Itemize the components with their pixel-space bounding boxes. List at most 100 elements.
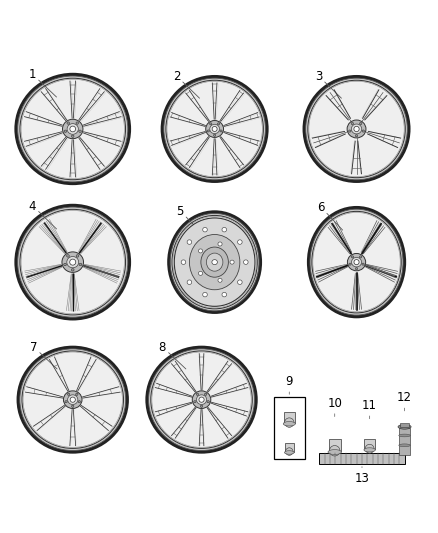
Text: 7: 7 (30, 341, 37, 354)
Ellipse shape (174, 218, 255, 306)
Ellipse shape (64, 130, 67, 132)
Ellipse shape (347, 120, 366, 138)
Ellipse shape (71, 269, 74, 271)
Ellipse shape (206, 120, 223, 138)
Ellipse shape (347, 254, 366, 271)
Bar (285, 443, 294, 451)
Ellipse shape (198, 271, 203, 276)
Ellipse shape (203, 228, 207, 232)
Ellipse shape (283, 422, 295, 426)
Ellipse shape (399, 434, 410, 437)
Ellipse shape (71, 405, 74, 407)
Ellipse shape (230, 260, 234, 264)
Bar (400, 423, 409, 427)
Ellipse shape (67, 395, 78, 405)
Ellipse shape (237, 240, 242, 244)
Ellipse shape (210, 124, 219, 134)
Ellipse shape (285, 418, 294, 427)
Ellipse shape (212, 260, 217, 265)
Ellipse shape (355, 135, 358, 137)
Ellipse shape (198, 249, 203, 253)
Text: 13: 13 (354, 472, 369, 484)
Bar (328, 439, 341, 451)
Ellipse shape (349, 130, 351, 132)
Ellipse shape (199, 397, 204, 402)
Ellipse shape (352, 257, 361, 267)
Ellipse shape (308, 207, 405, 317)
Ellipse shape (222, 228, 226, 232)
Text: 3: 3 (314, 70, 322, 83)
Ellipse shape (70, 126, 76, 132)
Bar (319, 453, 405, 464)
Ellipse shape (169, 212, 261, 312)
Ellipse shape (200, 405, 203, 407)
Ellipse shape (365, 445, 374, 453)
Text: 12: 12 (397, 391, 412, 404)
Ellipse shape (203, 292, 207, 297)
Ellipse shape (67, 124, 78, 134)
Ellipse shape (16, 75, 130, 183)
Text: 5: 5 (176, 205, 184, 218)
Ellipse shape (304, 77, 409, 181)
Ellipse shape (76, 255, 79, 257)
Ellipse shape (201, 247, 228, 277)
Ellipse shape (187, 280, 192, 285)
Ellipse shape (207, 130, 209, 132)
Ellipse shape (328, 450, 342, 455)
Ellipse shape (351, 123, 353, 125)
Ellipse shape (67, 255, 69, 257)
Text: 6: 6 (317, 201, 325, 214)
Ellipse shape (222, 292, 226, 297)
Ellipse shape (284, 451, 294, 454)
Text: 10: 10 (327, 397, 342, 410)
Text: 11: 11 (362, 399, 377, 412)
Ellipse shape (355, 268, 358, 270)
Ellipse shape (217, 123, 220, 125)
Ellipse shape (22, 351, 123, 448)
Ellipse shape (192, 391, 211, 408)
Ellipse shape (351, 256, 353, 258)
Ellipse shape (351, 124, 362, 134)
Ellipse shape (220, 130, 222, 132)
Ellipse shape (399, 444, 410, 447)
Ellipse shape (187, 240, 192, 244)
Ellipse shape (196, 393, 198, 395)
Ellipse shape (76, 393, 78, 395)
Ellipse shape (166, 81, 263, 177)
Ellipse shape (78, 401, 81, 403)
Text: 2: 2 (173, 70, 180, 83)
Text: 8: 8 (159, 341, 166, 354)
Ellipse shape (173, 216, 257, 308)
Ellipse shape (360, 123, 362, 125)
Ellipse shape (151, 351, 252, 448)
Ellipse shape (162, 77, 267, 181)
Ellipse shape (18, 348, 127, 452)
Ellipse shape (349, 263, 351, 265)
Bar (364, 439, 375, 449)
Ellipse shape (67, 122, 70, 124)
Ellipse shape (213, 134, 216, 136)
Ellipse shape (64, 391, 82, 408)
Text: 9: 9 (286, 375, 293, 388)
Ellipse shape (64, 263, 67, 266)
Ellipse shape (218, 278, 222, 282)
Bar (274, 398, 305, 458)
Ellipse shape (207, 401, 209, 403)
Ellipse shape (354, 126, 359, 132)
Ellipse shape (206, 253, 223, 271)
Ellipse shape (16, 205, 130, 319)
Ellipse shape (21, 210, 125, 314)
Ellipse shape (218, 242, 222, 246)
Ellipse shape (79, 130, 81, 132)
Ellipse shape (62, 252, 84, 272)
Ellipse shape (65, 401, 67, 403)
Ellipse shape (244, 260, 248, 264)
Ellipse shape (286, 448, 293, 455)
Ellipse shape (70, 397, 75, 402)
Ellipse shape (67, 393, 70, 395)
Bar (399, 427, 410, 455)
Ellipse shape (21, 79, 125, 179)
Text: 1: 1 (28, 68, 36, 81)
Bar (284, 412, 295, 423)
Ellipse shape (147, 348, 256, 452)
